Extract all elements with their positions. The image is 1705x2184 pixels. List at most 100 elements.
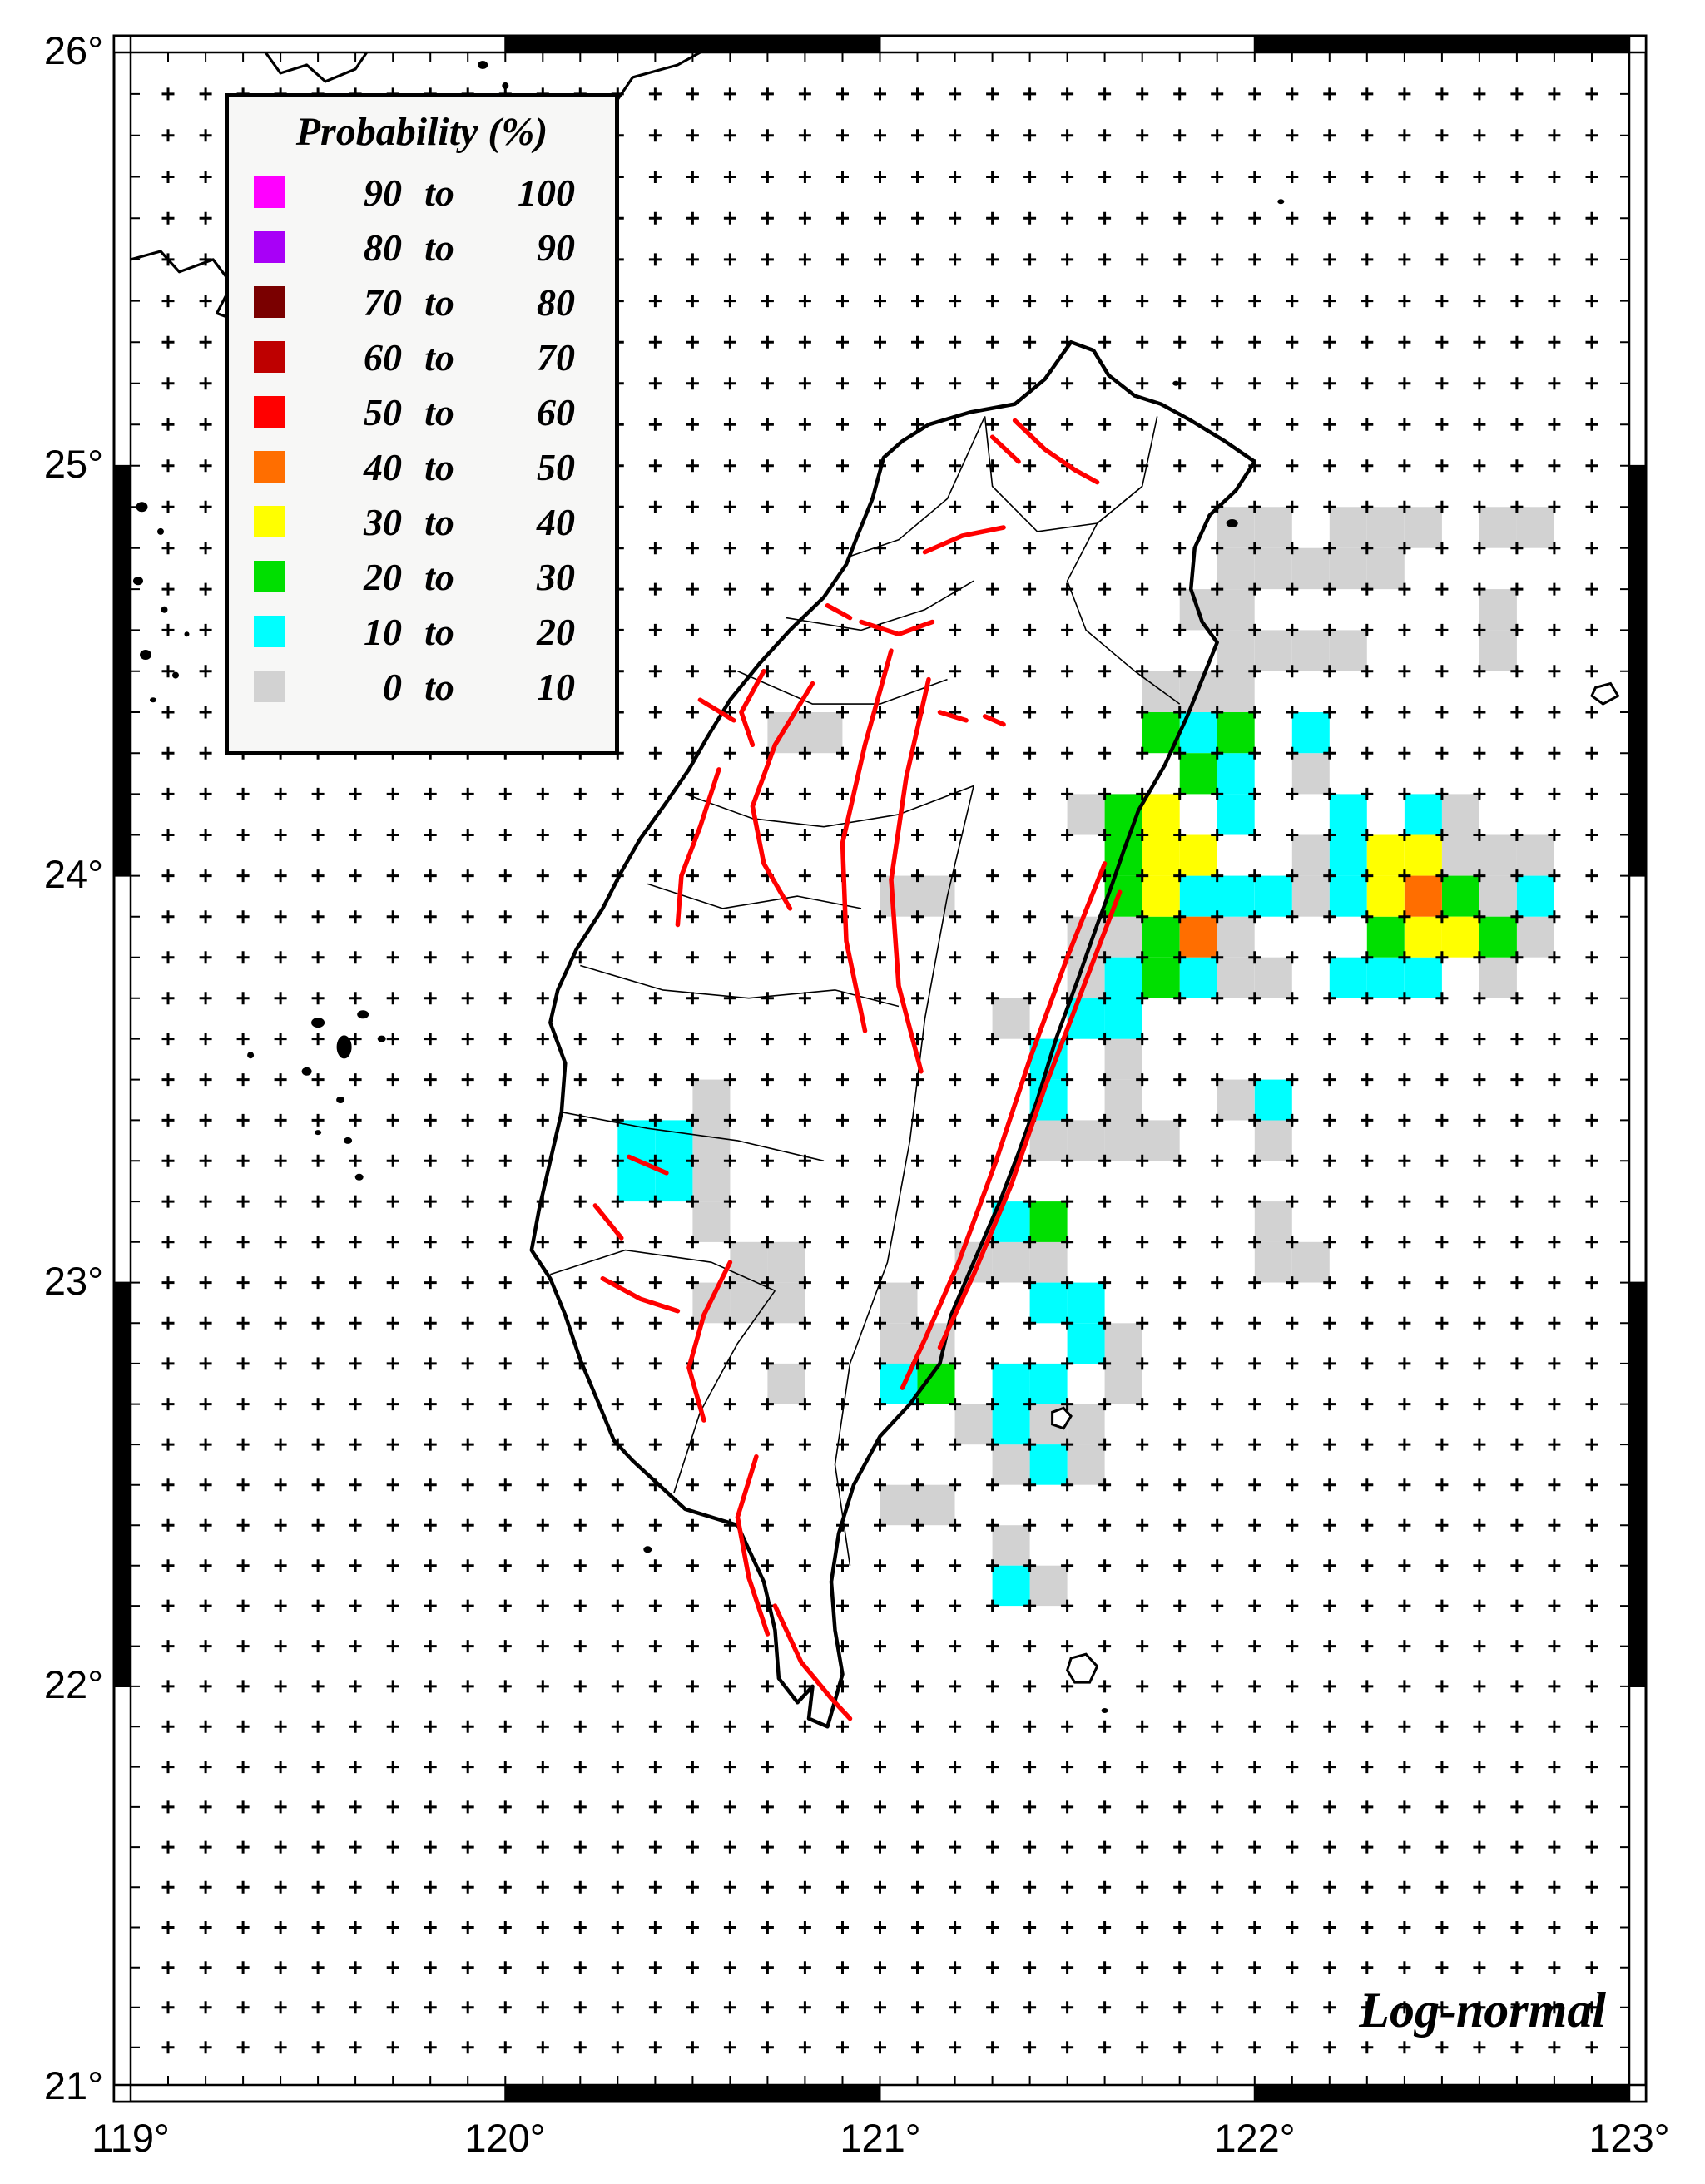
frame-black-segment-top (1254, 36, 1630, 52)
legend-row: 90 to 100 (229, 165, 615, 220)
probability-cell (1142, 1120, 1180, 1161)
fault-line (686, 1260, 733, 1423)
fault-line (772, 1603, 853, 1721)
probability-cell (1329, 630, 1367, 671)
small-island (1101, 1708, 1108, 1713)
legend-range-from: 70 (364, 280, 402, 324)
probability-cell (917, 875, 955, 917)
probability-cell (1254, 1201, 1292, 1242)
probability-cell (1366, 507, 1405, 548)
small-island (172, 671, 179, 679)
probability-cell (1142, 834, 1180, 876)
fault-line (859, 619, 935, 637)
small-island (140, 650, 151, 660)
probability-cell (1291, 712, 1330, 754)
probability-cell (1254, 630, 1292, 671)
fault-lines (592, 418, 1123, 1721)
legend-row: 50 to 60 (229, 384, 615, 439)
county-boundary (737, 670, 948, 705)
probability-cell (655, 1161, 693, 1202)
probability-cell (1329, 794, 1367, 835)
fault-line (697, 697, 736, 723)
county-boundary (1066, 522, 1181, 705)
probability-cell (692, 1161, 731, 1202)
probability-cell (992, 1241, 1030, 1283)
probability-cell (1217, 507, 1255, 548)
yonaguni-islet-outline (1590, 681, 1620, 706)
x-axis-tick-label: 121° (840, 2116, 921, 2160)
small-island (301, 1067, 312, 1076)
probability-cell (692, 1120, 731, 1161)
probability-cell (1217, 589, 1255, 631)
legend-range-to: 10 (537, 665, 575, 708)
county-boundary (550, 1249, 776, 1292)
legend-range-to-word: to (424, 225, 454, 269)
china-coastline-fragment (264, 52, 369, 83)
fault-line (937, 889, 1123, 1350)
small-island (336, 1035, 352, 1059)
probability-cell (1291, 1241, 1330, 1283)
legend-range-to-word: to (424, 335, 454, 379)
probability-cell (1366, 957, 1405, 998)
probability-cell (1479, 630, 1517, 671)
probability-cell (1516, 834, 1554, 876)
probability-cell (1404, 916, 1442, 958)
legend-range-to: 40 (537, 500, 575, 543)
legend-range-from: 50 (364, 390, 402, 433)
probability-cell (1404, 875, 1442, 917)
fault-line (989, 434, 1021, 464)
legend-range-from: 60 (364, 335, 402, 379)
frame-corner (112, 34, 132, 54)
probability-cell (1067, 794, 1105, 835)
small-island (1277, 199, 1285, 205)
legend-swatch (254, 506, 285, 537)
probability-cell (1366, 916, 1405, 958)
legend-swatch (254, 286, 285, 318)
legend-range-to: 70 (537, 335, 575, 379)
small-island (247, 1052, 255, 1059)
fault-line (735, 1454, 771, 1637)
y-axis-tick-label: 22° (43, 1662, 103, 1706)
legend-range-to-word: to (424, 610, 454, 653)
probability-cell (1029, 1565, 1068, 1607)
frame-black-segment-top (505, 36, 880, 52)
probability-cell (1104, 1323, 1142, 1364)
fault-line (1012, 418, 1100, 485)
probability-cell (1441, 875, 1479, 917)
x-axis-tick-label: 123° (1589, 2116, 1670, 2160)
probability-cell (1104, 1038, 1142, 1080)
probability-cells (617, 507, 1554, 1607)
map-frame (112, 34, 1648, 2103)
legend: Probability (%) 90 to 100 80 to 90 70 to 80 60 to 7… (225, 93, 619, 755)
legend-row: 60 to 70 (229, 329, 615, 384)
legend-row: 70 to 80 (229, 275, 615, 329)
orchid-island-outline (1065, 1652, 1099, 1684)
probability-cell (1254, 507, 1292, 548)
taiwan-coastline (529, 339, 1257, 1729)
frame-black-segment-left (114, 465, 131, 876)
probability-cell (1104, 1079, 1142, 1121)
legend-swatch (254, 561, 285, 592)
legend-range-to: 20 (537, 610, 575, 653)
probability-cell (805, 712, 843, 754)
legend-swatch (254, 671, 285, 702)
frame-black-segment-bottom (1254, 2085, 1630, 2102)
legend-range-to-word: to (424, 445, 454, 488)
probability-cell (1217, 547, 1255, 590)
small-island (133, 577, 143, 586)
x-axis-tick-label: 119° (92, 2116, 170, 2160)
frame-band-right (1629, 36, 1646, 2102)
frame-band-left (114, 36, 131, 2102)
small-island (157, 527, 164, 535)
probability-cell (1516, 875, 1554, 917)
legend-range-to-word: to (424, 390, 454, 433)
probability-cell (1254, 547, 1292, 590)
probability-cell (1104, 1120, 1142, 1161)
legend-row: 10 to 20 (229, 604, 615, 659)
probability-cell (1291, 834, 1330, 876)
probability-cell (767, 1241, 805, 1283)
probability-cell (1217, 753, 1255, 795)
probability-cell (1179, 916, 1217, 958)
y-axis-tick-label: 24° (43, 852, 103, 896)
